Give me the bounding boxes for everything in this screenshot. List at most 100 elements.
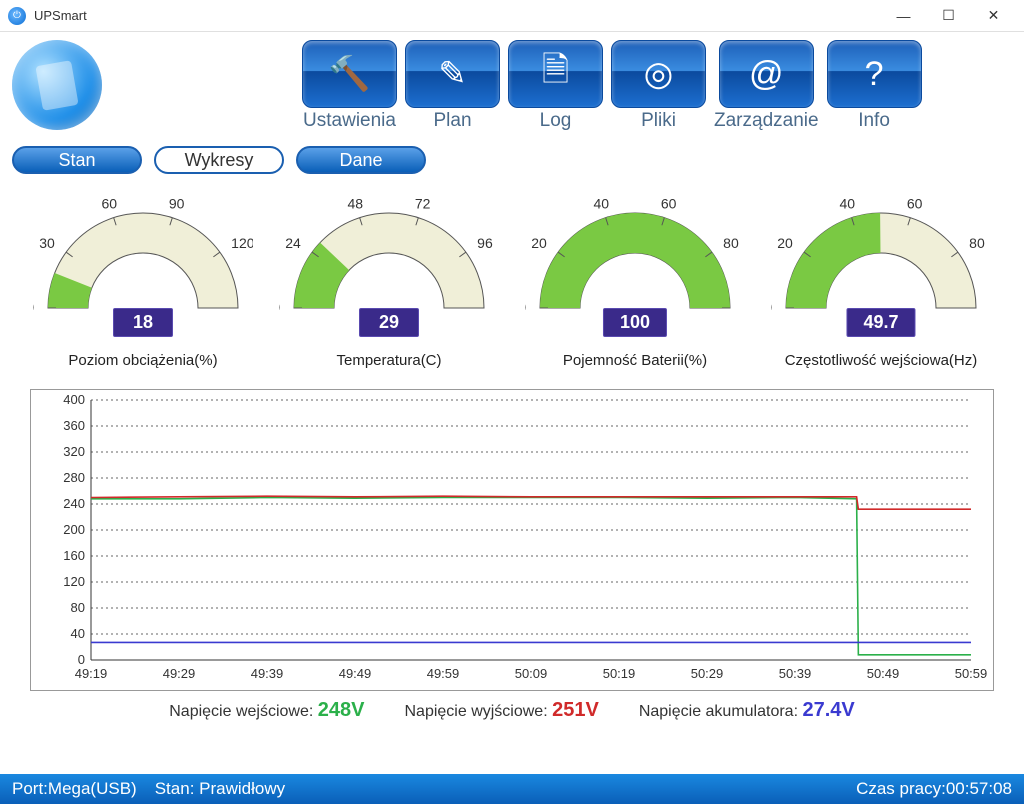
svg-text:200: 200 bbox=[63, 522, 85, 537]
gauge-label: Częstotliwość wejściowa(Hz) bbox=[785, 352, 978, 369]
view-tabs: Stan Wykresy Dane bbox=[0, 142, 1024, 178]
svg-text:50:09: 50:09 bbox=[515, 666, 548, 681]
svg-text:20: 20 bbox=[777, 235, 793, 251]
svg-text:400: 400 bbox=[63, 392, 85, 407]
gauge-value: 18 bbox=[113, 308, 173, 337]
toolbar-plan-label: Plan bbox=[433, 110, 471, 132]
svg-text:80: 80 bbox=[969, 235, 985, 251]
gauge-poziomobcienia: 0 30 60 90 120 150 18 Poziom obciążenia(%) bbox=[33, 198, 253, 369]
svg-text:40: 40 bbox=[594, 198, 610, 211]
svg-text:72: 72 bbox=[415, 198, 431, 211]
svg-text:80: 80 bbox=[723, 235, 739, 251]
svg-text:50:49: 50:49 bbox=[867, 666, 900, 681]
svg-text:49:59: 49:59 bbox=[427, 666, 460, 681]
svg-text:40: 40 bbox=[71, 626, 85, 641]
gauge-value: 49.7 bbox=[846, 308, 915, 337]
toolbar-log-icon: 🗎 bbox=[508, 40, 603, 108]
svg-text:0: 0 bbox=[525, 299, 526, 315]
svg-text:120: 120 bbox=[63, 574, 85, 589]
gauge-row: 030609012015018Poziom obciążenia(%)02448… bbox=[0, 178, 1024, 379]
legend-output-value: 251V bbox=[552, 699, 599, 721]
svg-text:60: 60 bbox=[907, 198, 923, 211]
window-minimize[interactable]: — bbox=[881, 1, 926, 31]
svg-text:40: 40 bbox=[840, 198, 856, 211]
svg-text:49:19: 49:19 bbox=[75, 666, 108, 681]
svg-text:150: 150 bbox=[252, 299, 253, 315]
toolbar-log-label: Log bbox=[540, 110, 572, 132]
tab-stan[interactable]: Stan bbox=[12, 146, 142, 174]
window-title: UPSmart bbox=[34, 8, 881, 23]
window-close[interactable]: ✕ bbox=[971, 1, 1016, 31]
svg-text:120: 120 bbox=[231, 235, 253, 251]
window-titlebar: ⏻ UPSmart — ☐ ✕ bbox=[0, 0, 1024, 32]
status-uptime-value: 00:57:08 bbox=[946, 779, 1012, 798]
status-port-label: Port: bbox=[12, 779, 48, 798]
svg-text:49:49: 49:49 bbox=[339, 666, 372, 681]
svg-text:50:29: 50:29 bbox=[691, 666, 724, 681]
gauge-pojemnobaterii: 020406080100100Pojemność Baterii(%) bbox=[525, 198, 745, 369]
svg-text:49:29: 49:29 bbox=[163, 666, 196, 681]
svg-text:280: 280 bbox=[63, 470, 85, 485]
svg-text:0: 0 bbox=[33, 299, 34, 315]
toolbar-plan[interactable]: ✎ Plan bbox=[405, 40, 500, 132]
toolbar-info-icon: ? bbox=[827, 40, 922, 108]
svg-text:50:59: 50:59 bbox=[955, 666, 988, 681]
svg-text:80: 80 bbox=[71, 600, 85, 615]
svg-text:90: 90 bbox=[169, 198, 185, 211]
tab-dane[interactable]: Dane bbox=[296, 146, 426, 174]
legend-input-value: 248V bbox=[318, 699, 365, 721]
toolbar-info[interactable]: ? Info bbox=[827, 40, 922, 132]
status-uptime-label: Czas pracy: bbox=[856, 779, 946, 798]
status-state-value: Prawidłowy bbox=[199, 779, 285, 798]
toolbar-plan-icon: ✎ bbox=[405, 40, 500, 108]
svg-text:320: 320 bbox=[63, 444, 85, 459]
app-icon: ⏻ bbox=[8, 7, 26, 25]
chart-legend: Napięcie wejściowe: 248V Napięcie wyjści… bbox=[0, 691, 1024, 736]
gauge-label: Temperatura(C) bbox=[336, 352, 441, 369]
svg-text:60: 60 bbox=[102, 198, 118, 211]
toolbar-ustawienia-icon: 🔨 bbox=[302, 40, 397, 108]
svg-text:100: 100 bbox=[744, 299, 745, 315]
gauge-label: Poziom obciążenia(%) bbox=[68, 352, 217, 369]
svg-text:30: 30 bbox=[39, 235, 55, 251]
toolbar-zarządzanie-label: Zarządzanie bbox=[714, 110, 819, 132]
toolbar-pliki-label: Pliki bbox=[641, 110, 676, 132]
svg-text:20: 20 bbox=[531, 235, 547, 251]
toolbar-info-label: Info bbox=[858, 110, 890, 132]
svg-text:50:39: 50:39 bbox=[779, 666, 812, 681]
tab-wykresy[interactable]: Wykresy bbox=[154, 146, 284, 174]
toolbar-zarządzanie[interactable]: @ Zarządzanie bbox=[714, 40, 819, 132]
toolbar-pliki-icon: ◎ bbox=[611, 40, 706, 108]
gauge-czstotliwowejciowahz: 02040608010049.7Częstotliwość wejściowa(… bbox=[771, 198, 991, 369]
toolbar-zarządzanie-icon: @ bbox=[719, 40, 814, 108]
window-maximize[interactable]: ☐ bbox=[926, 1, 971, 31]
app-logo-icon bbox=[12, 40, 102, 130]
gauge-label: Pojemność Baterii(%) bbox=[563, 352, 707, 369]
svg-text:120: 120 bbox=[498, 299, 499, 315]
status-state-label: Stan: bbox=[155, 779, 195, 798]
status-bar: Port:Mega(USB) Stan: Prawidłowy Czas pra… bbox=[0, 774, 1024, 804]
voltage-chart: 0 40 80 120 160 200 240 280 320 360 400 49:19 49:29 4… bbox=[30, 389, 994, 691]
svg-text:96: 96 bbox=[477, 235, 493, 251]
svg-text:50:19: 50:19 bbox=[603, 666, 636, 681]
toolbar: 🔨 Ustawienia✎ Plan🗎 Log◎ Pliki@ Zarządza… bbox=[0, 32, 1024, 142]
svg-text:240: 240 bbox=[63, 496, 85, 511]
legend-output-label: Napięcie wyjściowe: bbox=[404, 703, 547, 720]
gauge-value: 100 bbox=[603, 308, 667, 337]
toolbar-log[interactable]: 🗎 Log bbox=[508, 40, 603, 132]
svg-text:0: 0 bbox=[279, 299, 280, 315]
legend-battery-label: Napięcie akumulatora: bbox=[639, 703, 798, 720]
svg-text:49:39: 49:39 bbox=[251, 666, 284, 681]
legend-input-label: Napięcie wejściowe: bbox=[169, 703, 313, 720]
svg-text:24: 24 bbox=[285, 235, 301, 251]
toolbar-pliki[interactable]: ◎ Pliki bbox=[611, 40, 706, 132]
status-port-value: Mega(USB) bbox=[48, 779, 137, 798]
svg-text:160: 160 bbox=[63, 548, 85, 563]
gauge-temperaturac: 02448729612029Temperatura(C) bbox=[279, 198, 499, 369]
svg-text:0: 0 bbox=[78, 652, 85, 667]
toolbar-ustawienia[interactable]: 🔨 Ustawienia bbox=[302, 40, 397, 132]
gauge-value: 29 bbox=[359, 308, 419, 337]
svg-text:100: 100 bbox=[990, 299, 991, 315]
svg-text:360: 360 bbox=[63, 418, 85, 433]
legend-battery-value: 27.4V bbox=[802, 699, 854, 721]
